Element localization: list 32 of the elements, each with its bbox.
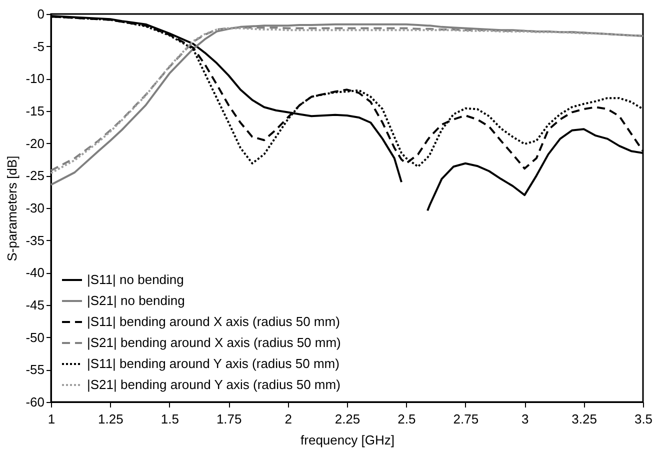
x-tick-label: 1.75 [216,412,242,426]
y-tick-label: -60 [26,394,44,410]
x-tick-label: 2.75 [453,412,479,426]
y-tick-label: -10 [26,71,44,86]
x-tick-label: 3.5 [634,412,653,426]
y-tick-label: -50 [26,330,44,345]
x-tick-label: 2.5 [398,412,416,426]
x-tick-label: 3.25 [572,412,597,426]
legend-label: |S21| bending around Y axis (radius 50 mm) [87,377,340,392]
x-tick-label: 2.25 [334,412,360,426]
y-axis-title: S-parameters [dB] [4,156,20,262]
y-tick-label: -35 [26,232,44,248]
y-tick-label: -25 [26,168,44,184]
y-tick-label: -15 [26,104,44,118]
y-tick-label: -5 [32,38,44,54]
x-axis-title: frequency [GHz] [300,432,394,448]
y-tick-label: -45 [26,298,44,312]
y-tick-label: -20 [26,136,44,151]
legend-label: |S21| no bending [87,293,185,308]
x-tick-label: 1.5 [160,412,179,426]
legend-label: |S11| no bending [87,272,184,287]
x-tick-label: 3 [521,412,529,426]
legend-label: |S11| bending around Y axis (radius 50 mm) [87,356,340,371]
y-tick-label: 0 [37,6,44,22]
x-tick-label: 1 [48,412,56,426]
legend-label: |S11| bending around X axis (radius 50 mm) [87,314,340,329]
legend-label: |S21| bending around X axis (radius 50 mm) [87,335,341,350]
y-tick-label: -30 [26,200,44,216]
y-tick-label: -55 [26,362,44,378]
x-tick-label: 2 [284,412,292,426]
x-tick-label: 1.25 [98,412,124,426]
y-tick-label: -40 [26,265,44,280]
